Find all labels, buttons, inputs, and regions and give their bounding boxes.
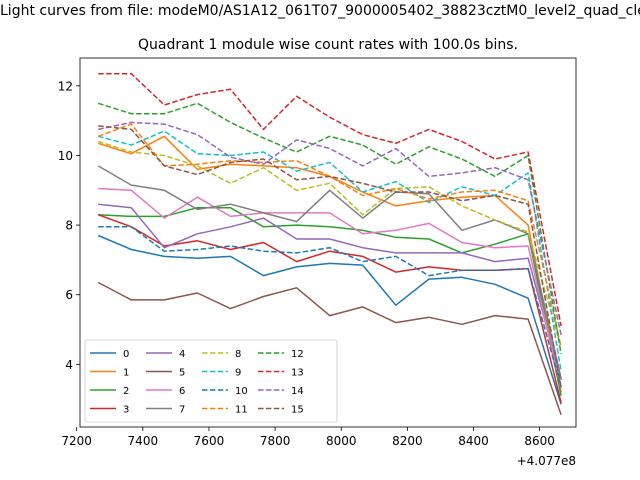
legend-box [84,339,338,423]
x-tick-label: 8200 [392,434,423,448]
series-line-7 [97,165,562,379]
x-tick-label: 7200 [61,434,92,448]
series-line-10 [98,226,562,388]
series-line-15 [98,125,562,388]
series-line-8 [97,140,562,348]
legend-label-8: 8 [235,349,241,360]
legend-label-9: 9 [235,368,241,379]
legend-label-1: 1 [123,368,129,379]
y-tick-label: 12 [58,79,73,93]
series-line-2 [98,206,562,396]
legend-label-0: 0 [123,349,129,360]
series-line-14 [98,121,562,335]
legend-label-3: 3 [123,405,129,416]
legend-label-14: 14 [291,386,304,397]
legend-label-7: 7 [179,405,185,416]
y-tick-label: 8 [65,219,73,233]
x-tick-label: 7600 [194,434,225,448]
x-tick-label: 8000 [326,434,357,448]
series-line-5 [97,281,562,416]
y-tick-label: 4 [65,358,73,372]
legend-label-6: 6 [179,386,185,397]
x-tick-label: 7400 [128,434,159,448]
series-line-6 [98,187,562,389]
y-axis-ticks: 4 6 8 10 12 [58,79,80,372]
x-axis-ticks: 7200 7400 7600 7800 8000 8200 8400 8600 [61,427,555,448]
legend-label-2: 2 [123,386,129,397]
series-line-9 [98,130,562,372]
axes-frame [79,57,577,428]
series-line-4 [98,203,562,381]
y-tick-label: 6 [65,288,73,302]
series-line-12 [97,102,562,355]
y-tick-label: 10 [58,149,73,163]
chart-suptitle: Light curves from file: modeM0/AS1A12_06… [0,3,640,19]
x-axis-offset-label: +4.077e8 [517,454,576,468]
x-tick-label: 8400 [458,434,489,448]
legend-label-10: 10 [235,386,248,397]
series-layer [97,72,562,416]
x-tick-label: 8600 [524,434,555,448]
legend-label-4: 4 [179,349,185,360]
legend-label-5: 5 [179,368,185,379]
legend-label-13: 13 [291,368,304,379]
legend-label-11: 11 [235,405,248,416]
x-tick-label: 7800 [260,434,291,448]
series-line-0 [97,234,562,405]
chart-title: Quadrant 1 module wise count rates with … [138,37,518,53]
legend-label-15: 15 [291,405,304,416]
series-line-13 [98,72,562,327]
legend-label-12: 12 [291,349,304,360]
